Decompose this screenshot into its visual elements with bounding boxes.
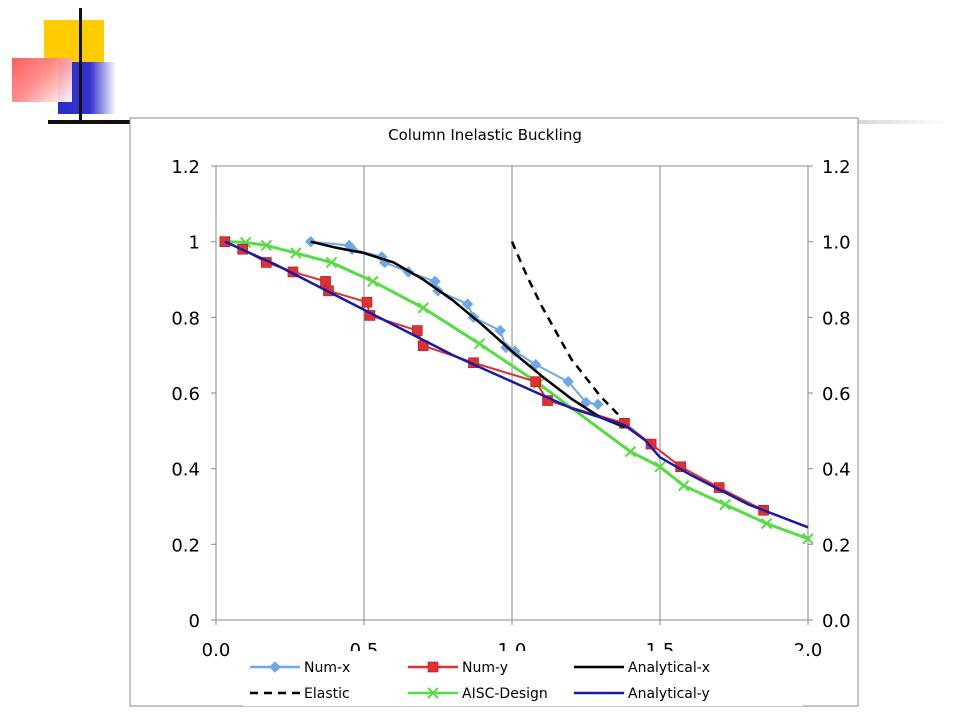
legend-item-analytical-y: Analytical-y — [574, 686, 710, 702]
data-point-x — [719, 498, 731, 511]
decor-red-square — [12, 58, 72, 102]
data-point-x-stroke — [367, 275, 379, 288]
legend-item-elastic: Elastic — [250, 686, 350, 702]
legend-box — [243, 651, 803, 706]
data-point-x-stroke — [427, 687, 439, 699]
data-point-x-stroke — [654, 461, 666, 473]
data-point-x — [802, 532, 814, 545]
y-tick-label-right: 0.8 — [822, 308, 851, 329]
y-tick-label-right: 0.2 — [822, 535, 851, 556]
legend-item-num-x: Num-x — [250, 660, 350, 676]
chart-area — [129, 117, 859, 707]
data-point-x — [624, 445, 637, 458]
data-point-x-stroke — [760, 517, 773, 530]
data-point-x — [367, 275, 379, 288]
series-line — [510, 241, 629, 425]
data-point-x-stroke — [473, 338, 486, 350]
y-tick-label-right: 0.6 — [822, 384, 851, 405]
x-tick-label: 0.0 — [202, 640, 231, 661]
data-point-diamond — [461, 298, 474, 310]
data-point-x — [325, 256, 338, 269]
legend-item-analytical-x: Analytical-x — [574, 660, 710, 676]
data-point-x-stroke — [290, 247, 302, 259]
data-point-x — [260, 239, 273, 252]
chart-title: Column Inelastic Buckling — [388, 126, 582, 144]
data-point-diamond — [592, 398, 604, 411]
data-point-x — [654, 461, 666, 473]
legend-label: Analytical-x — [628, 660, 710, 676]
y-tick-label-left: 1.2 — [171, 157, 200, 178]
data-point-diamond — [562, 375, 574, 388]
y-tick-label-left: 0.2 — [171, 535, 200, 556]
data-point-x — [427, 687, 439, 699]
data-point-diamond — [494, 324, 506, 337]
legend-label: AISC-Design — [462, 686, 548, 702]
data-point-x-stroke — [802, 532, 814, 545]
data-point-x — [473, 338, 486, 350]
data-point-square — [645, 438, 657, 450]
legend: Num-x Num-y Analytical-x Elastic AISC-Design… — [243, 651, 803, 706]
series — [219, 235, 814, 545]
y-tick-label-left: 0.6 — [171, 384, 200, 405]
legend-item-aisc-design: AISC-Design — [408, 686, 548, 702]
data-point-x — [417, 302, 429, 314]
y-tick-label-left: 0.4 — [171, 460, 200, 481]
data-point-x-stroke — [719, 498, 731, 511]
data-point-diamond — [269, 661, 281, 673]
y-tick-label-right: 0.0 — [822, 611, 851, 632]
data-point-x-stroke — [624, 445, 637, 458]
series-line — [224, 240, 809, 529]
y-tick-label-left: 1 — [189, 233, 200, 254]
y-tick-label-left: 0.8 — [171, 308, 200, 329]
y-tick-label-right: 1.2 — [822, 157, 851, 178]
y-tick-label-right: 0.4 — [822, 460, 851, 481]
decor-vertical-line — [79, 8, 82, 124]
series-analytical-x — [310, 240, 625, 429]
data-point-x — [760, 517, 773, 530]
legend-item-num-y: Num-y — [408, 660, 508, 676]
data-point-square — [427, 661, 439, 673]
series-line — [310, 240, 625, 429]
data-point-x-stroke — [260, 239, 273, 252]
y-tick-label-left: 0 — [189, 611, 200, 632]
data-point-square — [411, 325, 423, 336]
data-point-square — [530, 376, 541, 387]
legend-label: Num-x — [304, 660, 350, 676]
series-aisc-design — [219, 235, 814, 545]
data-point-x-stroke — [325, 256, 338, 269]
y-tick-label-right: 1.0 — [822, 233, 851, 254]
data-point-x — [677, 479, 690, 492]
data-point-x — [290, 247, 302, 259]
data-point-x-stroke — [417, 302, 429, 314]
legend-label: Elastic — [304, 686, 350, 702]
series-elastic — [510, 241, 629, 425]
legend-label: Num-y — [462, 660, 508, 676]
series-analytical-y — [224, 240, 809, 529]
legend-label: Analytical-y — [628, 686, 710, 702]
data-point-x-stroke — [677, 479, 690, 492]
data-point-square — [320, 276, 331, 287]
data-point-square — [361, 296, 373, 308]
